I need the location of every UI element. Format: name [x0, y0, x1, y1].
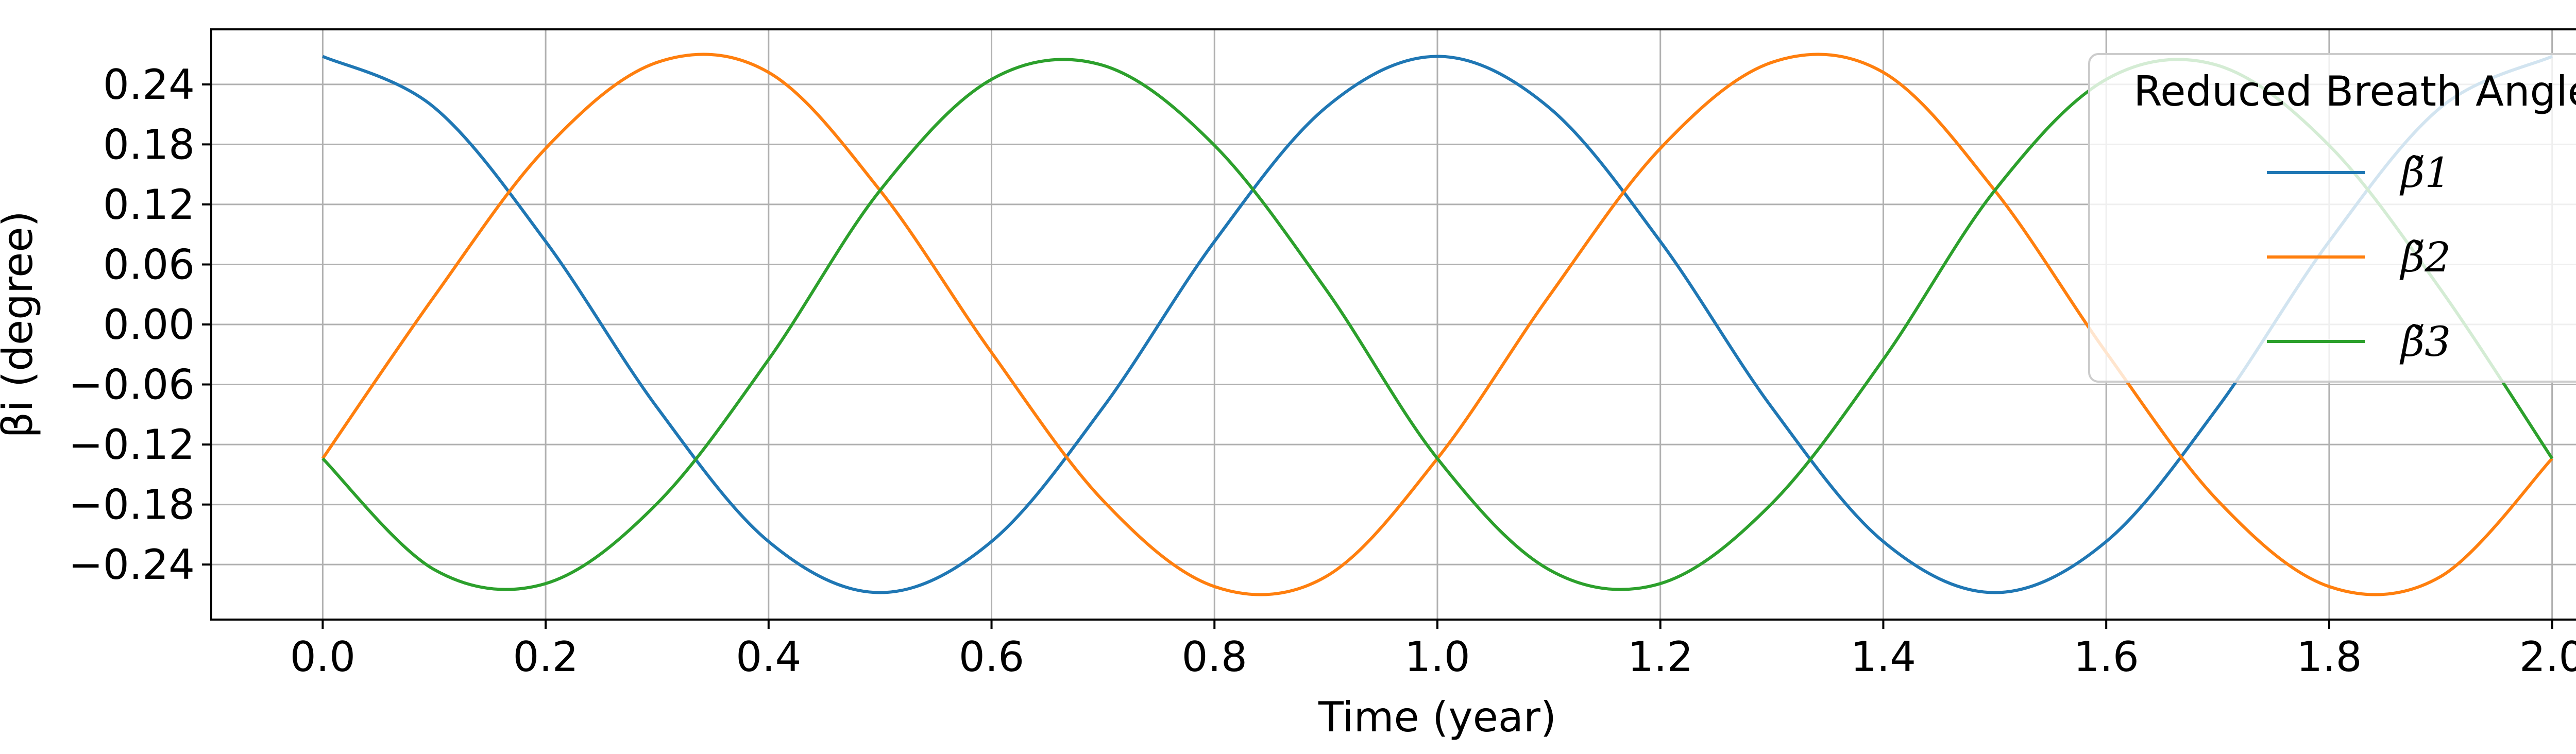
- x-tick-label: 1.8: [2296, 633, 2362, 681]
- y-tick-label: 0.24: [103, 61, 195, 109]
- x-tick-label: 2.0: [2519, 633, 2576, 681]
- x-tick-label: 1.2: [1628, 633, 1693, 681]
- x-tick-label: 0.2: [513, 633, 578, 681]
- y-axis-title: βi (degree): [0, 211, 42, 438]
- x-tick-label: 1.4: [1851, 633, 1916, 681]
- legend-title: Reduced Breath Angle: [2133, 67, 2576, 115]
- y-tick-label: −0.06: [69, 361, 195, 409]
- y-tick-label: −0.24: [69, 541, 195, 589]
- legend-entries: β̃1 β̃2 β̃3: [2267, 149, 2451, 366]
- x-tick-label: 0.8: [1182, 633, 1247, 681]
- y-tick-label: 0.00: [103, 301, 195, 349]
- axis-ticks: 0.0 0.2 0.4 0.6 0.8 1.0 1.2 1.4 1.6 1.8 2.0 0.24 0.1…: [69, 61, 2576, 681]
- y-tick-label: 0.06: [103, 241, 195, 288]
- x-tick-label: 0.0: [290, 633, 355, 681]
- x-axis-title: Time (year): [1318, 693, 1556, 741]
- legend: Reduced Breath Angle β̃1 β̃2 β̃3: [2088, 53, 2576, 383]
- x-tick-label: 1.0: [1404, 633, 1470, 681]
- legend-label-3: β̃3: [2399, 318, 2451, 366]
- legend-label-1: β̃1: [2399, 149, 2451, 197]
- y-tick-label: −0.18: [69, 481, 195, 529]
- legend-label-2: β̃2: [2399, 233, 2451, 281]
- x-tick-label: 1.6: [2074, 633, 2139, 681]
- y-tick-label: 0.12: [103, 181, 195, 229]
- legend-box: [2088, 53, 2576, 383]
- y-tick-label: −0.12: [69, 421, 195, 469]
- series-line-1: [322, 55, 2553, 594]
- x-tick-label: 0.4: [736, 633, 801, 681]
- y-tick-label: 0.18: [103, 121, 195, 168]
- x-tick-label: 0.6: [959, 633, 1024, 681]
